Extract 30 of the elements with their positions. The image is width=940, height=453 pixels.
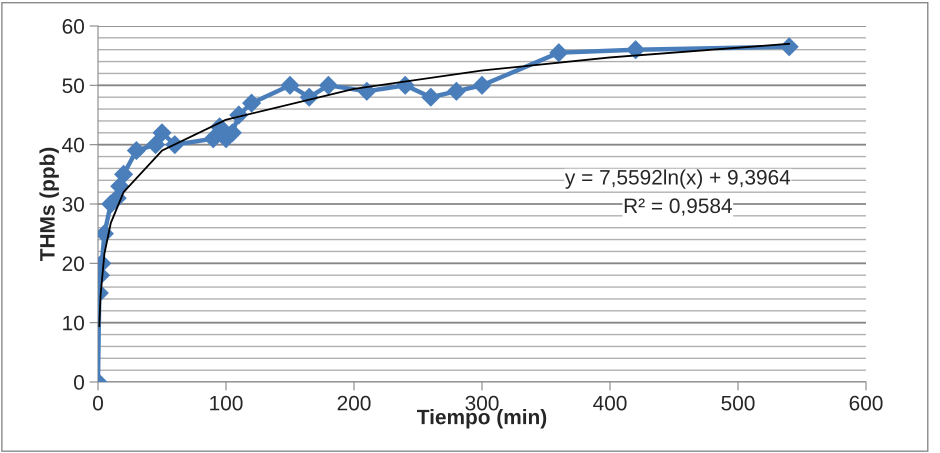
point bbox=[472, 76, 492, 95]
y-tick-label: 50 bbox=[62, 78, 84, 94]
x-tick-label: 600 bbox=[850, 396, 883, 410]
point bbox=[319, 76, 338, 95]
y-tick-label: 20 bbox=[62, 256, 84, 272]
point bbox=[447, 82, 466, 101]
x-tick-label: 0 bbox=[93, 396, 103, 410]
point bbox=[242, 94, 261, 112]
point bbox=[626, 40, 645, 60]
y-tick-label: 40 bbox=[62, 138, 84, 152]
y-tick-label: 30 bbox=[62, 197, 84, 212]
point bbox=[280, 76, 300, 95]
x-tick-label: 500 bbox=[721, 396, 755, 410]
point bbox=[146, 135, 165, 154]
annotation: R² = 0,9584 bbox=[624, 198, 732, 216]
y-tick-label: 60 bbox=[62, 19, 84, 34]
x-axis-title: Tiempo (min) bbox=[417, 409, 546, 428]
x-tick-label: 400 bbox=[593, 396, 627, 410]
x-tick-label: 100 bbox=[210, 396, 243, 410]
annotation: y = 7,5592ln(x) + 9,3964 bbox=[564, 169, 790, 189]
x-tick-label: 300 bbox=[465, 396, 499, 410]
point bbox=[549, 43, 568, 62]
point bbox=[127, 141, 146, 160]
point bbox=[421, 88, 440, 107]
point bbox=[114, 164, 133, 184]
y-tick-label: 0 bbox=[74, 375, 84, 390]
y-axis-title: THMs (ppb) bbox=[39, 148, 59, 262]
point bbox=[152, 123, 172, 142]
x-tick-label: 200 bbox=[338, 396, 371, 410]
y-tick-label: 10 bbox=[63, 316, 84, 330]
